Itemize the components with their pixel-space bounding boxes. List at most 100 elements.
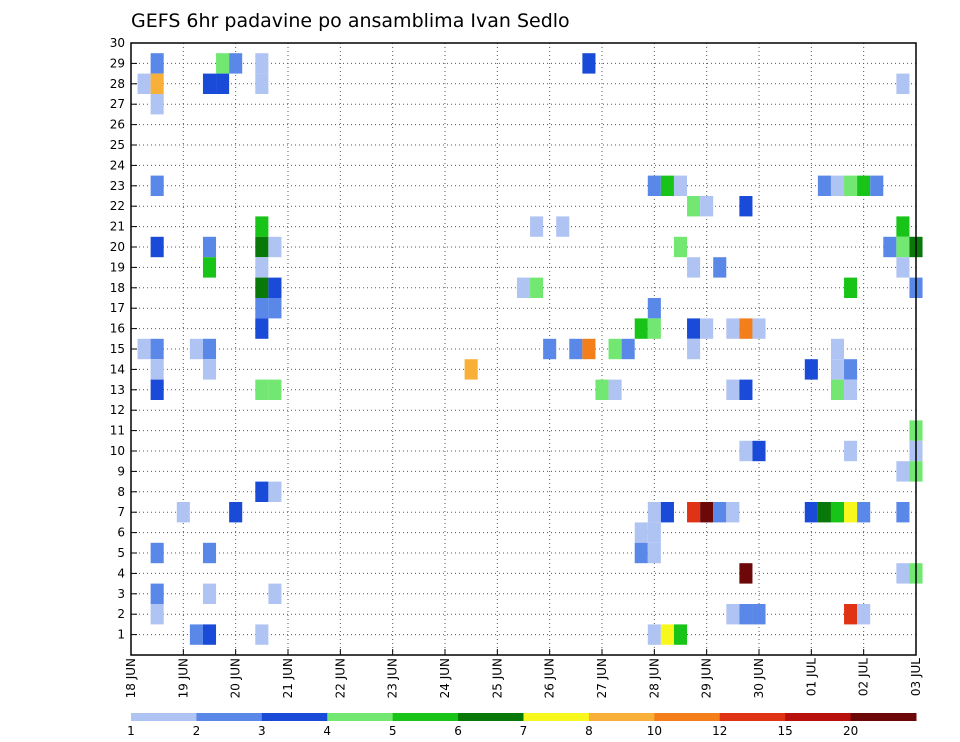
- precip-cell: [830, 502, 845, 523]
- precip-cell: [202, 73, 217, 94]
- y-tick-label: 29: [110, 56, 125, 70]
- precip-cell: [726, 604, 740, 625]
- precip-cell: [216, 73, 230, 94]
- x-tick-label: 24 JUN: [438, 658, 452, 698]
- y-tick-label: 9: [117, 464, 125, 478]
- precip-cell: [739, 379, 753, 400]
- colorbar-label: 1: [127, 724, 135, 738]
- precip-cell: [673, 236, 688, 258]
- precip-cell: [896, 257, 910, 278]
- precip-cell: [883, 236, 897, 258]
- precip-cell: [896, 236, 910, 258]
- precip-cell: [176, 502, 190, 523]
- precip-cell: [817, 175, 831, 196]
- colorbar-label: 6: [454, 724, 462, 738]
- precip-cell: [700, 502, 714, 523]
- precip-cell: [150, 73, 164, 94]
- precip-cell: [844, 359, 858, 380]
- precip-cell: [255, 298, 269, 319]
- colorbar-label: 15: [778, 724, 793, 738]
- precip-cell: [608, 338, 622, 360]
- precip-cell: [556, 216, 570, 237]
- precip-cell: [150, 236, 164, 258]
- x-tick-label: 28 JUN: [647, 658, 661, 698]
- precip-cell: [713, 502, 727, 523]
- precip-cell: [189, 624, 203, 645]
- precip-cell: [896, 216, 910, 237]
- precip-cell: [634, 318, 648, 339]
- precip-cell: [804, 502, 818, 523]
- colorbar-swatch: [458, 713, 524, 721]
- precip-cell: [687, 338, 701, 360]
- colorbar-label: 4: [323, 724, 331, 738]
- y-tick-label: 25: [110, 138, 125, 152]
- y-tick-label: 30: [110, 36, 125, 50]
- precip-cell: [752, 318, 766, 339]
- precip-cell: [830, 175, 845, 196]
- precip-cell: [255, 53, 269, 74]
- precip-cell: [700, 318, 714, 339]
- x-tick-label: 21 JUN: [281, 658, 295, 698]
- precip-cell: [739, 440, 753, 462]
- precip-cell: [189, 338, 203, 360]
- precip-cell: [830, 338, 845, 360]
- precip-cell: [608, 379, 622, 400]
- colorbar-label: 5: [389, 724, 397, 738]
- y-tick-label: 8: [117, 485, 125, 499]
- y-tick-label: 15: [110, 342, 125, 356]
- precip-cell: [216, 53, 230, 74]
- precip-cell: [268, 379, 282, 400]
- chart-title: GEFS 6hr padavine po ansamblima Ivan Sed…: [131, 10, 570, 32]
- precip-cell: [896, 461, 910, 482]
- colorbar-swatch: [850, 713, 917, 721]
- precip-cell: [687, 257, 701, 278]
- colorbar-label: 3: [258, 724, 266, 738]
- precip-cell: [255, 318, 269, 339]
- precip-cell: [569, 338, 583, 360]
- precip-cell: [726, 318, 740, 339]
- colorbar-swatch: [785, 713, 852, 721]
- precip-cell: [255, 216, 269, 237]
- colorbar-swatch: [392, 713, 459, 721]
- precip-cell: [739, 604, 753, 625]
- precip-cell: [844, 379, 858, 400]
- y-tick-label: 3: [117, 587, 125, 601]
- y-tick-label: 4: [117, 566, 125, 580]
- colorbar-label: 10: [647, 724, 662, 738]
- precip-cell: [229, 502, 243, 523]
- precip-cell: [255, 624, 269, 645]
- precip-cell: [255, 236, 269, 258]
- precip-cell: [752, 604, 766, 625]
- colorbar-swatch: [654, 713, 721, 721]
- precip-cell: [647, 522, 661, 543]
- y-tick-label: 24: [110, 158, 125, 172]
- precip-cell: [543, 338, 557, 360]
- precip-cell: [647, 318, 661, 339]
- x-tick-label: 23 JUN: [386, 658, 400, 698]
- precip-cell: [255, 73, 269, 94]
- precip-cell: [673, 624, 688, 645]
- y-tick-label: 6: [117, 526, 125, 540]
- precip-cell: [634, 542, 648, 564]
- precip-cell: [844, 175, 858, 196]
- precip-cell: [202, 542, 217, 564]
- precip-cell: [268, 236, 282, 258]
- colorbar-label: 8: [585, 724, 593, 738]
- colorbar-label: 2: [193, 724, 201, 738]
- x-tick-label: 19 JUN: [176, 658, 190, 698]
- colorbar-swatch: [719, 713, 786, 721]
- precip-cell: [150, 604, 164, 625]
- precip-cell: [830, 379, 845, 400]
- y-tick-label: 13: [110, 383, 125, 397]
- precip-cell: [844, 604, 858, 625]
- precip-cell: [660, 624, 674, 645]
- precip-cell: [582, 338, 596, 360]
- precip-cell: [255, 379, 269, 400]
- colorbar-swatch: [523, 713, 590, 721]
- precip-cell: [660, 175, 674, 196]
- precip-cell: [687, 318, 701, 339]
- y-tick-label: 18: [110, 281, 125, 295]
- precip-cell: [255, 481, 269, 502]
- precip-cell: [634, 522, 648, 543]
